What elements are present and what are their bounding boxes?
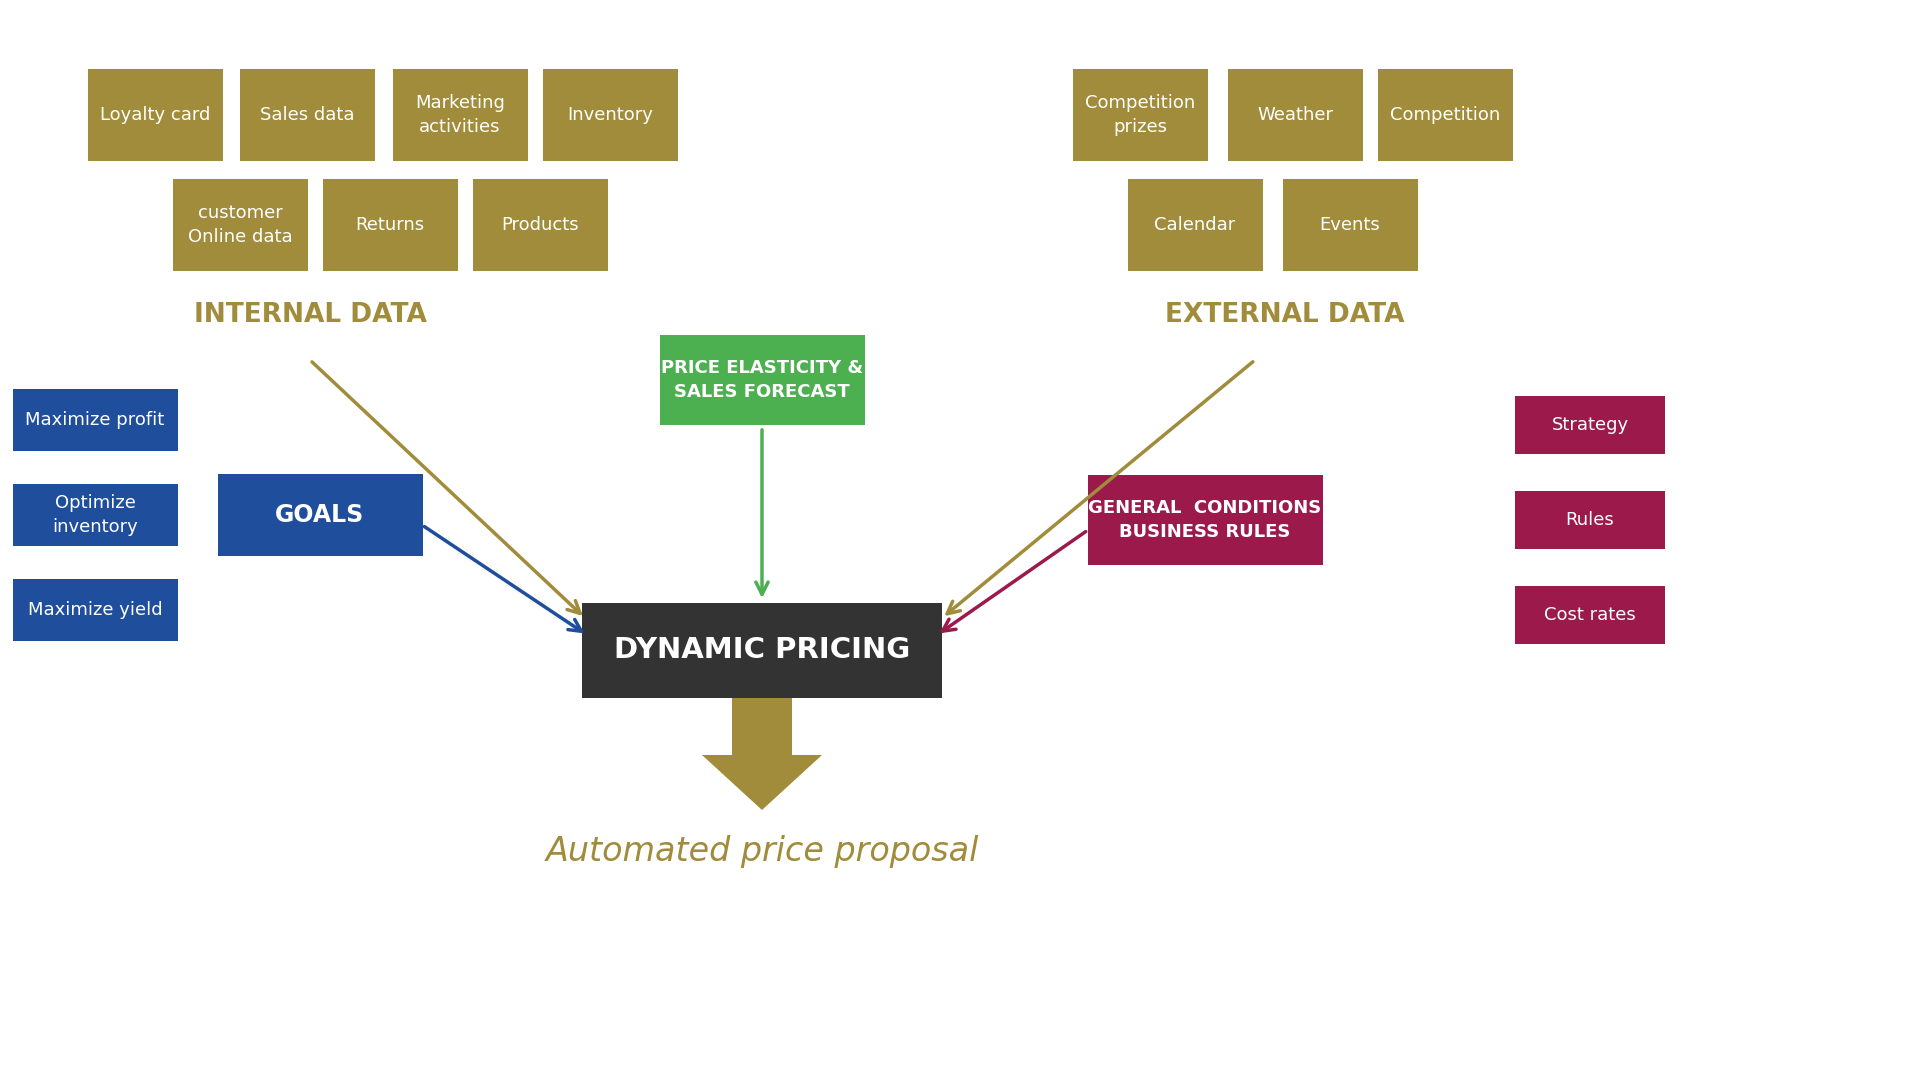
Text: Maximize yield: Maximize yield xyxy=(27,600,163,619)
FancyBboxPatch shape xyxy=(582,603,943,698)
FancyBboxPatch shape xyxy=(88,69,223,161)
FancyBboxPatch shape xyxy=(240,69,374,161)
Text: Sales data: Sales data xyxy=(259,106,355,124)
Text: Products: Products xyxy=(501,216,578,234)
Text: Optimize
inventory: Optimize inventory xyxy=(52,495,138,536)
FancyBboxPatch shape xyxy=(1515,396,1665,454)
Text: INTERNAL DATA: INTERNAL DATA xyxy=(194,302,426,328)
Text: Inventory: Inventory xyxy=(566,106,653,124)
Text: Events: Events xyxy=(1319,216,1380,234)
FancyBboxPatch shape xyxy=(1073,69,1208,161)
Text: Weather: Weather xyxy=(1258,106,1332,124)
FancyBboxPatch shape xyxy=(13,389,177,451)
Text: Loyalty card: Loyalty card xyxy=(100,106,209,124)
Text: Rules: Rules xyxy=(1565,511,1615,529)
Text: customer
Online data: customer Online data xyxy=(188,204,292,246)
FancyBboxPatch shape xyxy=(1087,475,1323,565)
Text: Competition
prizes: Competition prizes xyxy=(1085,94,1194,136)
FancyBboxPatch shape xyxy=(1377,69,1513,161)
Text: Strategy: Strategy xyxy=(1551,416,1628,434)
Text: PRICE ELASTICITY &
SALES FORECAST: PRICE ELASTICITY & SALES FORECAST xyxy=(660,360,864,401)
Text: Automated price proposal: Automated price proposal xyxy=(545,836,979,868)
Polygon shape xyxy=(703,698,822,810)
FancyBboxPatch shape xyxy=(323,179,457,271)
FancyBboxPatch shape xyxy=(1515,586,1665,644)
FancyBboxPatch shape xyxy=(13,579,177,642)
Text: GOALS: GOALS xyxy=(275,503,365,527)
FancyBboxPatch shape xyxy=(543,69,678,161)
FancyBboxPatch shape xyxy=(173,179,307,271)
FancyBboxPatch shape xyxy=(1227,69,1363,161)
FancyBboxPatch shape xyxy=(472,179,607,271)
Text: Cost rates: Cost rates xyxy=(1544,606,1636,624)
Text: Returns: Returns xyxy=(355,216,424,234)
Text: DYNAMIC PRICING: DYNAMIC PRICING xyxy=(614,636,910,664)
FancyBboxPatch shape xyxy=(1127,179,1263,271)
FancyBboxPatch shape xyxy=(217,474,422,556)
Text: Calendar: Calendar xyxy=(1154,216,1236,234)
Text: GENERAL  CONDITIONS
BUSINESS RULES: GENERAL CONDITIONS BUSINESS RULES xyxy=(1089,499,1321,541)
FancyBboxPatch shape xyxy=(13,484,177,546)
FancyBboxPatch shape xyxy=(659,335,864,426)
Text: Competition: Competition xyxy=(1390,106,1500,124)
Text: Maximize profit: Maximize profit xyxy=(25,411,165,429)
FancyBboxPatch shape xyxy=(392,69,528,161)
Text: EXTERNAL DATA: EXTERNAL DATA xyxy=(1165,302,1405,328)
FancyBboxPatch shape xyxy=(1283,179,1417,271)
Text: Marketing
activities: Marketing activities xyxy=(415,94,505,136)
FancyBboxPatch shape xyxy=(1515,491,1665,549)
